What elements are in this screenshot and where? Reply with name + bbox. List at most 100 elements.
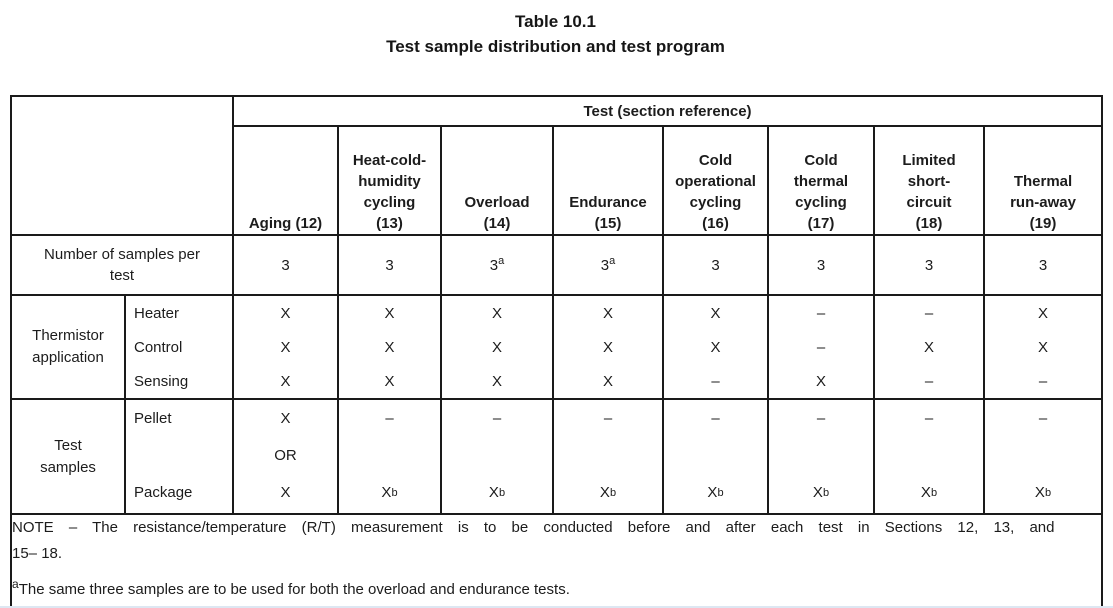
column-header-cold-thermal: Cold thermal cycling (17) — [767, 125, 875, 236]
footnote-a: aThe same three samples are to be used f… — [12, 577, 1101, 600]
matrix-cell-or: OR — [274, 447, 297, 464]
corner-cell — [10, 95, 234, 236]
row-label-blank — [126, 437, 232, 474]
column-header-overload: Overload (14) — [440, 125, 554, 236]
column-header-thermal-run-away: Thermal run-away (19) — [983, 125, 1103, 236]
thermistor-matrix-column: X X X — [337, 294, 442, 400]
matrix-cell: X — [280, 484, 291, 501]
matrix-cell: – — [492, 410, 502, 427]
note-text-line2: 15– 18. — [12, 545, 63, 562]
test-program-table: Test (section reference) Aging (12) Heat… — [10, 95, 1103, 608]
thermistor-matrix-column: X X – — [983, 294, 1103, 400]
table-number: Table 10.1 — [515, 12, 596, 31]
matrix-cell: – — [924, 372, 934, 390]
samples-count-cell: 3 — [662, 234, 769, 296]
thermistor-matrix-column: X X – — [662, 294, 769, 400]
matrix-cell: X — [710, 304, 721, 322]
thermistor-matrix-column: X X X — [232, 294, 339, 400]
matrix-cell: X — [384, 304, 395, 322]
matrix-cell — [442, 437, 552, 474]
samples-count-cell: 3 — [337, 234, 442, 296]
matrix-cell: – — [603, 410, 613, 427]
matrix-cell: X — [280, 410, 291, 427]
test-section-reference-header: Test (section reference) — [232, 95, 1103, 127]
matrix-cell: – — [924, 410, 934, 427]
samples-count-cell: 3a — [440, 234, 554, 296]
samples-count-cell: 3 — [983, 234, 1103, 296]
matrix-cell: X — [491, 372, 502, 390]
matrix-cell: X — [280, 338, 291, 356]
thermistor-matrix-column: X X X — [440, 294, 554, 400]
test-samples-row-labels: Pellet Package — [124, 398, 234, 515]
column-header-limited-short-circuit: Limited short- circuit (18) — [873, 125, 985, 236]
footnote-a-text: The same three samples are to be used fo… — [18, 581, 570, 598]
matrix-cell — [554, 437, 662, 474]
matrix-cell: – — [816, 410, 826, 427]
row-label-pellet: Pellet — [134, 410, 172, 427]
column-header-aging: Aging (12) — [232, 125, 339, 236]
matrix-cell — [339, 437, 440, 474]
table-title: Test sample distribution and test progra… — [386, 37, 725, 56]
matrix-cell: X — [1037, 304, 1048, 322]
matrix-cell: X — [923, 338, 934, 356]
matrix-cell: – — [711, 372, 720, 390]
matrix-cell: X — [602, 372, 613, 390]
matrix-cell: X — [815, 372, 826, 390]
matrix-cell: X — [384, 372, 395, 390]
matrix-cell: X — [280, 304, 291, 322]
footnote-a-marker: a — [12, 577, 19, 591]
matrix-cell — [875, 437, 983, 474]
matrix-cell — [664, 437, 767, 474]
test-samples-matrix-column: X OR X — [232, 398, 339, 515]
note-text-line1: NOTE – The resistance/temperature (R/T) … — [12, 519, 1055, 536]
column-header-endurance: Endurance (15) — [552, 125, 664, 236]
matrix-cell: X — [384, 338, 395, 356]
thermistor-matrix-column: – X – — [873, 294, 985, 400]
matrix-cell: – — [816, 304, 826, 322]
thermistor-matrix-column: – – X — [767, 294, 875, 400]
samples-count-cell: 3 — [232, 234, 339, 296]
matrix-cell: X — [491, 304, 502, 322]
column-header-cold-operational: Cold operational cycling (16) — [662, 125, 769, 236]
matrix-cell: X — [710, 338, 721, 356]
matrix-cell: – — [816, 338, 826, 356]
matrix-cell: – — [924, 304, 934, 322]
matrix-cell: X — [602, 338, 613, 356]
matrix-cell: X — [602, 304, 613, 322]
row-label-heater: Heater — [134, 304, 180, 322]
column-header-heat-cold-humidity: Heat-cold- humidity cycling (13) — [337, 125, 442, 236]
row-label-control: Control — [134, 338, 183, 356]
matrix-cell — [985, 437, 1101, 474]
table-caption: Table 10.1 Test sample distribution and … — [10, 9, 1101, 59]
matrix-cell: X — [280, 372, 291, 390]
row-label-sensing: Sensing — [134, 372, 189, 390]
samples-per-test-label: Number of samples per test — [10, 234, 234, 296]
matrix-cell: – — [711, 410, 720, 427]
matrix-cell: X — [491, 338, 502, 356]
thermistor-matrix-column: X X X — [552, 294, 664, 400]
test-samples-label: Test samples — [10, 398, 126, 515]
samples-count-cell: 3a — [552, 234, 664, 296]
matrix-cell — [769, 437, 873, 474]
samples-count-cell: 3 — [873, 234, 985, 296]
matrix-cell: – — [1038, 410, 1048, 427]
screenshot-edge-artifact — [0, 606, 1113, 608]
thermistor-application-label: Thermistor application — [10, 294, 126, 400]
row-label-package: Package — [134, 484, 193, 501]
matrix-cell: – — [1038, 372, 1048, 390]
